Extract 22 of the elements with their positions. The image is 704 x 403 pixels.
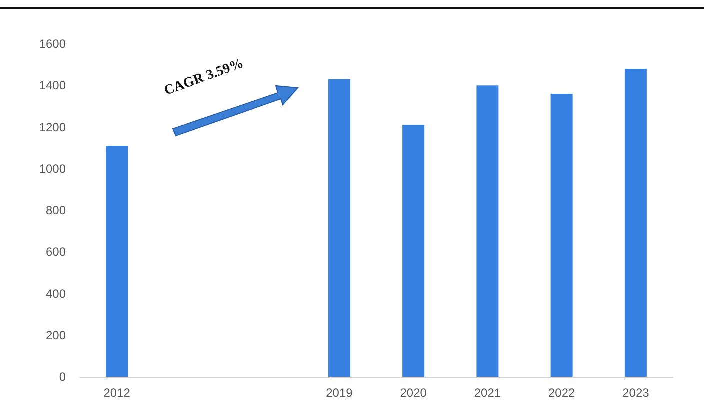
x-tick-label: 2022 bbox=[548, 386, 576, 400]
y-tick-label: 1200 bbox=[39, 120, 66, 134]
annotation: CAGR 3.59% bbox=[162, 56, 246, 100]
x-tick-label: 2023 bbox=[622, 386, 650, 400]
y-tick-label: 1400 bbox=[39, 78, 66, 93]
bar bbox=[402, 125, 425, 377]
bar bbox=[624, 68, 647, 377]
y-tick-label: 1600 bbox=[39, 37, 66, 51]
y-tick-label: 1000 bbox=[39, 162, 66, 176]
y-tick-label: 200 bbox=[46, 328, 66, 342]
y-tick-label: 400 bbox=[46, 286, 66, 301]
bar bbox=[476, 86, 499, 377]
y-tick-label: 0 bbox=[59, 370, 66, 384]
x-tick-label: 2020 bbox=[400, 386, 428, 400]
x-tick-label: 2012 bbox=[104, 386, 131, 400]
bar bbox=[106, 146, 128, 377]
y-tick-label: 800 bbox=[46, 204, 66, 218]
y-tick-label: 600 bbox=[46, 245, 66, 260]
bar bbox=[328, 79, 350, 377]
x-tick-label: 2019 bbox=[326, 386, 354, 400]
bar bbox=[550, 94, 573, 377]
x-tick-label: 2021 bbox=[474, 386, 502, 400]
